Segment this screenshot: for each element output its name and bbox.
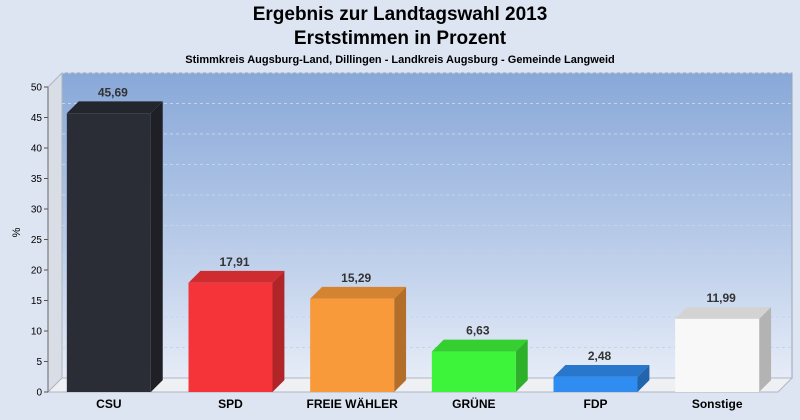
bar-front <box>675 318 760 392</box>
y-tick-label: 20 <box>31 266 43 277</box>
y-tick-label: 0 <box>36 388 42 399</box>
bar-side <box>515 339 528 392</box>
data-label: 45,69 <box>98 85 128 99</box>
bar-side <box>150 101 163 393</box>
y-tick-label: 25 <box>31 235 43 246</box>
bar-side <box>272 270 285 392</box>
y-tick-label: 50 <box>31 83 43 94</box>
bar-spd: 17,91 <box>188 255 285 392</box>
bar-side <box>394 286 407 392</box>
y-tick-label: 35 <box>31 174 43 185</box>
data-label: 2,48 <box>588 349 612 363</box>
x-tick-label: Sonstige <box>692 397 743 411</box>
bar-front <box>431 351 516 392</box>
bar-top <box>66 101 163 114</box>
bar-gr-ne: 6,63 <box>431 324 528 392</box>
data-label: 15,29 <box>341 271 371 285</box>
x-tick-label: FDP <box>584 397 608 411</box>
bar-side <box>759 306 772 392</box>
bar-freie-w-hler: 15,29 <box>310 271 407 392</box>
x-tick-label: CSU <box>96 397 121 411</box>
bar-front <box>66 113 151 392</box>
plot-side-wall <box>47 71 63 394</box>
y-axis: 0 5 10 15 20 25 30 35 40 45 50 <box>31 83 49 399</box>
bar-top <box>553 364 650 377</box>
bar-csu: 45,69 <box>66 85 163 393</box>
data-label: 11,99 <box>706 291 736 305</box>
bar-top <box>188 270 285 283</box>
y-tick-label: 45 <box>31 113 43 124</box>
bar-front <box>553 376 638 392</box>
bar-sonstige: 11,99 <box>675 291 772 392</box>
x-tick-label: FREIE WÄHLER <box>306 396 398 411</box>
y-tick-label: 15 <box>31 296 43 307</box>
y-axis-label: % <box>11 227 23 237</box>
bar-side <box>637 364 650 392</box>
data-label: 17,91 <box>219 255 249 269</box>
bar-front <box>188 282 273 392</box>
x-tick-label: GRÜNE <box>452 396 495 411</box>
y-tick-label: 30 <box>31 205 43 216</box>
data-label: 6,63 <box>466 324 490 338</box>
chart-subtitle: Erststimmen in Prozent <box>293 28 507 49</box>
bar-fdp: 2,48 <box>553 349 650 392</box>
y-tick-label: 5 <box>36 357 42 368</box>
chart-caption: Stimmkreis Augsburg-Land, Dillingen - La… <box>185 54 615 66</box>
bar-top <box>431 339 528 352</box>
bars: 45,69 17,91 15,29 6,63 2,48 11,99 <box>66 85 772 393</box>
y-tick-label: 10 <box>31 327 43 338</box>
y-tick-label: 40 <box>31 144 43 155</box>
bar-front <box>310 298 395 392</box>
x-tick-label: SPD <box>218 397 243 411</box>
bar-top <box>310 286 407 299</box>
gridlines <box>62 72 792 348</box>
chart-title: Ergebnis zur Landtagswahl 2013 <box>252 4 548 25</box>
x-axis: CSU SPD FREIE WÄHLER GRÜNE FDP Sonstige <box>96 396 743 411</box>
bar-top <box>675 306 772 319</box>
